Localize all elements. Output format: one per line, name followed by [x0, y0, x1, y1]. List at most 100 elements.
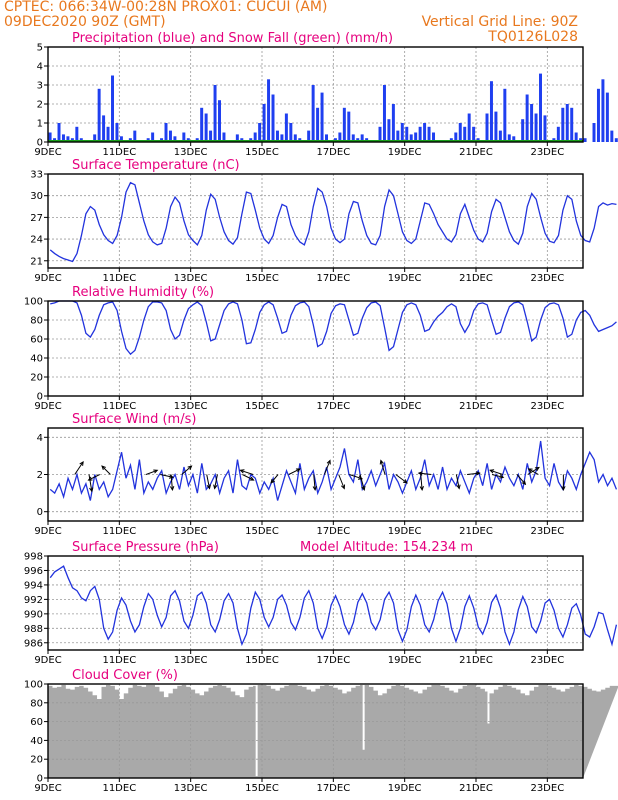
x-tick-label: 19DEC — [388, 401, 422, 412]
precip-bar — [316, 107, 320, 142]
wind-vector — [88, 474, 94, 493]
y-tick-label: 4 — [37, 62, 43, 73]
x-tick-label: 13DEC — [174, 147, 208, 158]
grid-line-info: Vertical Grid Line: 90Z — [421, 14, 578, 30]
precip-bar — [351, 134, 355, 142]
precip-bar — [409, 134, 413, 142]
precip-bar — [213, 85, 217, 142]
pressure-annotation: Model Altitude: 154.234 m — [300, 540, 473, 555]
y-tick-label: 27 — [30, 213, 43, 224]
x-tick-label: 19DEC — [388, 655, 422, 666]
precip-bar — [405, 126, 409, 142]
y-tick-label: 986 — [24, 638, 43, 649]
y-tick-label: 2 — [37, 470, 43, 481]
wind-vector — [417, 471, 432, 476]
x-tick-label: 21DEC — [459, 401, 493, 412]
precip-bar — [338, 132, 342, 142]
wind-vector — [239, 469, 254, 475]
precip-bar — [66, 136, 70, 142]
temperature-series-line — [49, 181, 617, 263]
precip-bar — [539, 73, 542, 142]
y-tick-label: 40 — [30, 354, 43, 365]
wind-vector — [101, 465, 111, 475]
x-tick-label: 19DEC — [388, 273, 422, 284]
x-tick-label: 13DEC — [174, 273, 208, 284]
precip-bar — [168, 130, 172, 142]
wind-vector — [87, 474, 100, 481]
plot-frame — [47, 300, 584, 397]
precip-bar — [596, 88, 600, 142]
x-tick-label: 13DEC — [174, 655, 208, 666]
precip-bar — [543, 115, 547, 142]
precip-bar — [347, 111, 351, 142]
precip-bar — [583, 138, 587, 142]
y-tick-label: 0 — [37, 774, 43, 785]
x-tick-label: 23DEC — [530, 401, 564, 412]
x-tick-label: 19DEC — [388, 783, 422, 794]
x-tick-label: 17DEC — [316, 401, 350, 412]
precip-bar — [271, 94, 275, 142]
precip-bar — [342, 107, 346, 142]
precip-bar — [614, 138, 618, 142]
x-tick-label: 9DEC — [34, 147, 61, 158]
precip-bar — [133, 130, 137, 142]
pressure-panel: 986 988 990 992 994 996 998 9DEC 11DEC 13DEC 15DEC… — [24, 540, 618, 666]
station-info: CPTEC: 066:34W-00:28N PROX01: CUCUI (AM) — [4, 0, 328, 15]
y-tick-label: 24 — [30, 235, 43, 246]
precip-bar — [102, 115, 106, 142]
y-tick-label: 990 — [24, 609, 43, 620]
precip-bar — [97, 88, 101, 142]
wind-vector — [169, 474, 175, 492]
precip-bar — [48, 132, 52, 142]
humidity-panel: 0 20 40 60 80 100 9DEC 11DEC 13DEC 15DEC 17DEC 19DE… — [24, 285, 617, 412]
x-tick-label: 23DEC — [530, 273, 564, 284]
precip-bar — [325, 134, 328, 142]
precip-bar — [534, 113, 538, 142]
x-tick-label: 9DEC — [34, 783, 61, 794]
y-tick-label: 80 — [30, 698, 43, 709]
precip-title: Precipitation (blue) and Snow Fall (gree… — [72, 31, 393, 46]
precip-bar — [414, 132, 418, 142]
y-tick-label: 988 — [24, 624, 43, 635]
precip-bar — [454, 132, 458, 142]
precip-bar — [320, 92, 324, 142]
precip-bar — [115, 123, 119, 142]
x-tick-label: 21DEC — [459, 273, 493, 284]
y-tick-label: 0 — [37, 392, 43, 403]
precip-bar — [432, 132, 435, 142]
precip-bar — [423, 123, 427, 142]
precip-bar — [57, 123, 61, 142]
y-tick-label: 30 — [30, 191, 43, 202]
plot-frame — [47, 683, 584, 779]
wind-vector — [181, 465, 193, 475]
precip-bar — [267, 79, 271, 142]
wind-vector — [288, 468, 301, 475]
x-tick-label: 13DEC — [174, 783, 208, 794]
y-tick-label: 2 — [37, 100, 43, 111]
y-tick-label: 0 — [37, 138, 43, 149]
x-tick-label: 21DEC — [459, 526, 493, 537]
y-tick-label: 21 — [30, 256, 43, 267]
precip-bar — [262, 104, 266, 142]
y-tick-label: 40 — [30, 736, 43, 747]
humidity-series-line — [50, 300, 617, 356]
y-tick-label: 3 — [37, 81, 43, 92]
y-tick-label: 100 — [24, 680, 43, 691]
wind-vector — [213, 474, 218, 490]
precip-bar — [418, 126, 422, 142]
cloud-title: Cloud Cover (%) — [72, 668, 178, 683]
wind-vector — [349, 474, 364, 480]
precip-bar — [235, 134, 239, 142]
x-tick-label: 17DEC — [316, 655, 350, 666]
x-tick-label: 17DEC — [316, 783, 350, 794]
x-tick-label: 13DEC — [174, 526, 208, 537]
precip-bar — [498, 130, 502, 142]
wind-vector — [455, 474, 461, 490]
wind-vector — [206, 474, 212, 490]
x-tick-label: 11DEC — [102, 147, 136, 158]
x-tick-label: 23DEC — [530, 147, 564, 158]
precip-bar — [467, 113, 471, 142]
wind-vector — [74, 460, 84, 475]
x-tick-label: 9DEC — [34, 526, 61, 537]
x-tick-label: 15DEC — [245, 273, 279, 284]
